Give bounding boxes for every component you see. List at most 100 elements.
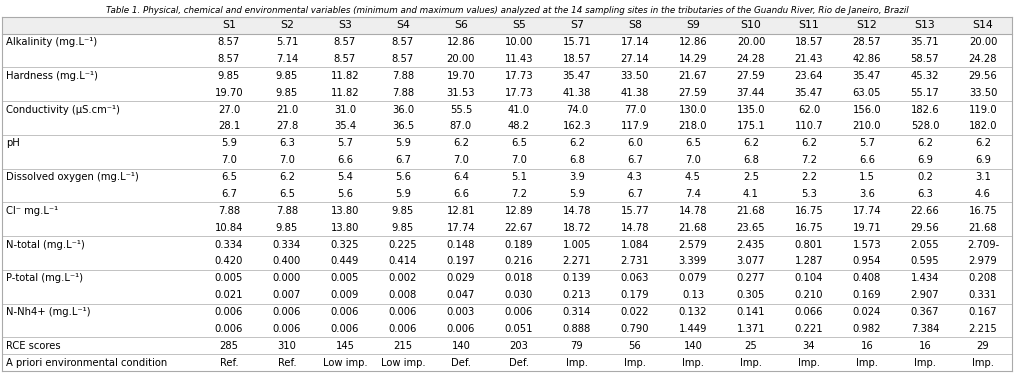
Text: 41.38: 41.38	[563, 88, 591, 98]
Text: 162.3: 162.3	[563, 122, 591, 131]
Text: 0.006: 0.006	[331, 324, 359, 334]
Text: 5.9: 5.9	[394, 138, 411, 148]
Text: 22.67: 22.67	[505, 223, 533, 233]
Text: 9.85: 9.85	[276, 223, 298, 233]
Text: 0.005: 0.005	[215, 273, 243, 283]
Text: 0.047: 0.047	[447, 290, 476, 300]
Text: 23.65: 23.65	[736, 223, 766, 233]
Text: 18.72: 18.72	[563, 223, 591, 233]
Text: 0.063: 0.063	[621, 273, 649, 283]
Text: 0.148: 0.148	[447, 239, 476, 249]
Text: Imp.: Imp.	[566, 358, 588, 368]
Text: 3.6: 3.6	[859, 189, 875, 199]
Text: Ref.: Ref.	[220, 358, 238, 368]
Text: S6: S6	[454, 20, 467, 30]
Text: 6.2: 6.2	[743, 138, 758, 148]
Text: S7: S7	[570, 20, 584, 30]
Text: S11: S11	[799, 20, 819, 30]
Text: 37.44: 37.44	[737, 88, 766, 98]
Text: 0.189: 0.189	[505, 239, 533, 249]
Text: 8.57: 8.57	[218, 37, 240, 47]
Text: 58.57: 58.57	[911, 54, 939, 64]
Text: 23.64: 23.64	[795, 71, 823, 81]
Text: Dissolved oxygen (mg.L⁻¹): Dissolved oxygen (mg.L⁻¹)	[6, 172, 139, 182]
Text: 6.9: 6.9	[917, 155, 933, 165]
Text: 6.2: 6.2	[917, 138, 933, 148]
Text: 25: 25	[744, 341, 757, 351]
Text: 8.57: 8.57	[334, 54, 356, 64]
Text: 285: 285	[219, 341, 238, 351]
Text: 24.28: 24.28	[968, 54, 997, 64]
Text: 12.89: 12.89	[505, 206, 533, 216]
Text: 27.59: 27.59	[678, 88, 708, 98]
Text: 7.0: 7.0	[685, 155, 701, 165]
Text: 1.287: 1.287	[795, 257, 823, 266]
Text: Imp.: Imp.	[972, 358, 994, 368]
Text: 135.0: 135.0	[737, 105, 766, 114]
Text: 6.0: 6.0	[627, 138, 643, 148]
Text: 2.271: 2.271	[563, 257, 591, 266]
Text: 0.006: 0.006	[273, 307, 301, 317]
Text: 14.78: 14.78	[678, 206, 707, 216]
Text: P-total (mg.L⁻¹): P-total (mg.L⁻¹)	[6, 273, 83, 283]
Text: S2: S2	[280, 20, 294, 30]
Text: 0.334: 0.334	[273, 239, 301, 249]
Text: 218.0: 218.0	[678, 122, 707, 131]
Text: Cl⁻ mg.L⁻¹: Cl⁻ mg.L⁻¹	[6, 206, 58, 216]
Text: 9.85: 9.85	[276, 71, 298, 81]
Text: 6.5: 6.5	[221, 172, 237, 182]
Text: 6.2: 6.2	[801, 138, 817, 148]
Text: 5.7: 5.7	[337, 138, 353, 148]
Text: 2.907: 2.907	[911, 290, 939, 300]
Text: 9.85: 9.85	[391, 206, 414, 216]
Text: Hardness (mg.L⁻¹): Hardness (mg.L⁻¹)	[6, 71, 98, 81]
Text: 2.709-: 2.709-	[966, 239, 999, 249]
Text: 13.80: 13.80	[331, 223, 359, 233]
Text: 0.024: 0.024	[853, 307, 881, 317]
Text: 6.8: 6.8	[743, 155, 758, 165]
Text: 5.71: 5.71	[276, 37, 298, 47]
Text: 20.00: 20.00	[737, 37, 766, 47]
Text: 182.6: 182.6	[911, 105, 939, 114]
Text: 36.0: 36.0	[391, 105, 414, 114]
Text: 16: 16	[919, 341, 931, 351]
Text: 41.0: 41.0	[508, 105, 530, 114]
Text: 6.2: 6.2	[453, 138, 468, 148]
Text: 77.0: 77.0	[624, 105, 646, 114]
Text: 182.0: 182.0	[968, 122, 997, 131]
Text: 0.13: 0.13	[681, 290, 704, 300]
Text: 2.055: 2.055	[911, 239, 939, 249]
Text: 2.579: 2.579	[678, 239, 708, 249]
Text: Conductivity (μS.cm⁻¹): Conductivity (μS.cm⁻¹)	[6, 105, 120, 114]
Text: 21.67: 21.67	[678, 71, 708, 81]
Text: 20.00: 20.00	[968, 37, 997, 47]
Text: 16.75: 16.75	[795, 223, 823, 233]
Text: 0.210: 0.210	[795, 290, 823, 300]
Text: 310: 310	[278, 341, 296, 351]
Text: 36.5: 36.5	[391, 122, 414, 131]
Text: 7.88: 7.88	[391, 88, 414, 98]
Text: 7.0: 7.0	[511, 155, 527, 165]
Text: 2.5: 2.5	[743, 172, 758, 182]
Text: 110.7: 110.7	[795, 122, 823, 131]
Text: 10.00: 10.00	[505, 37, 533, 47]
Text: Low imp.: Low imp.	[322, 358, 367, 368]
Text: 56: 56	[629, 341, 641, 351]
Text: Table 1. Physical, chemical and environmental variables (minimum and maximum val: Table 1. Physical, chemical and environm…	[105, 6, 909, 15]
Text: 9.85: 9.85	[218, 71, 240, 81]
Text: 5.6: 5.6	[394, 172, 411, 182]
Text: 62.0: 62.0	[798, 105, 820, 114]
Text: S4: S4	[396, 20, 410, 30]
Text: 7.384: 7.384	[911, 324, 939, 334]
Text: 1.084: 1.084	[621, 239, 649, 249]
Text: 11.82: 11.82	[331, 71, 359, 81]
Text: Def.: Def.	[509, 358, 529, 368]
Text: 2.435: 2.435	[737, 239, 766, 249]
Text: 11.43: 11.43	[505, 54, 533, 64]
Text: 0.305: 0.305	[737, 290, 766, 300]
Text: 0.420: 0.420	[215, 257, 243, 266]
Text: 17.74: 17.74	[446, 223, 476, 233]
Text: 140: 140	[451, 341, 470, 351]
Text: Imp.: Imp.	[914, 358, 936, 368]
Text: 7.2: 7.2	[511, 189, 527, 199]
